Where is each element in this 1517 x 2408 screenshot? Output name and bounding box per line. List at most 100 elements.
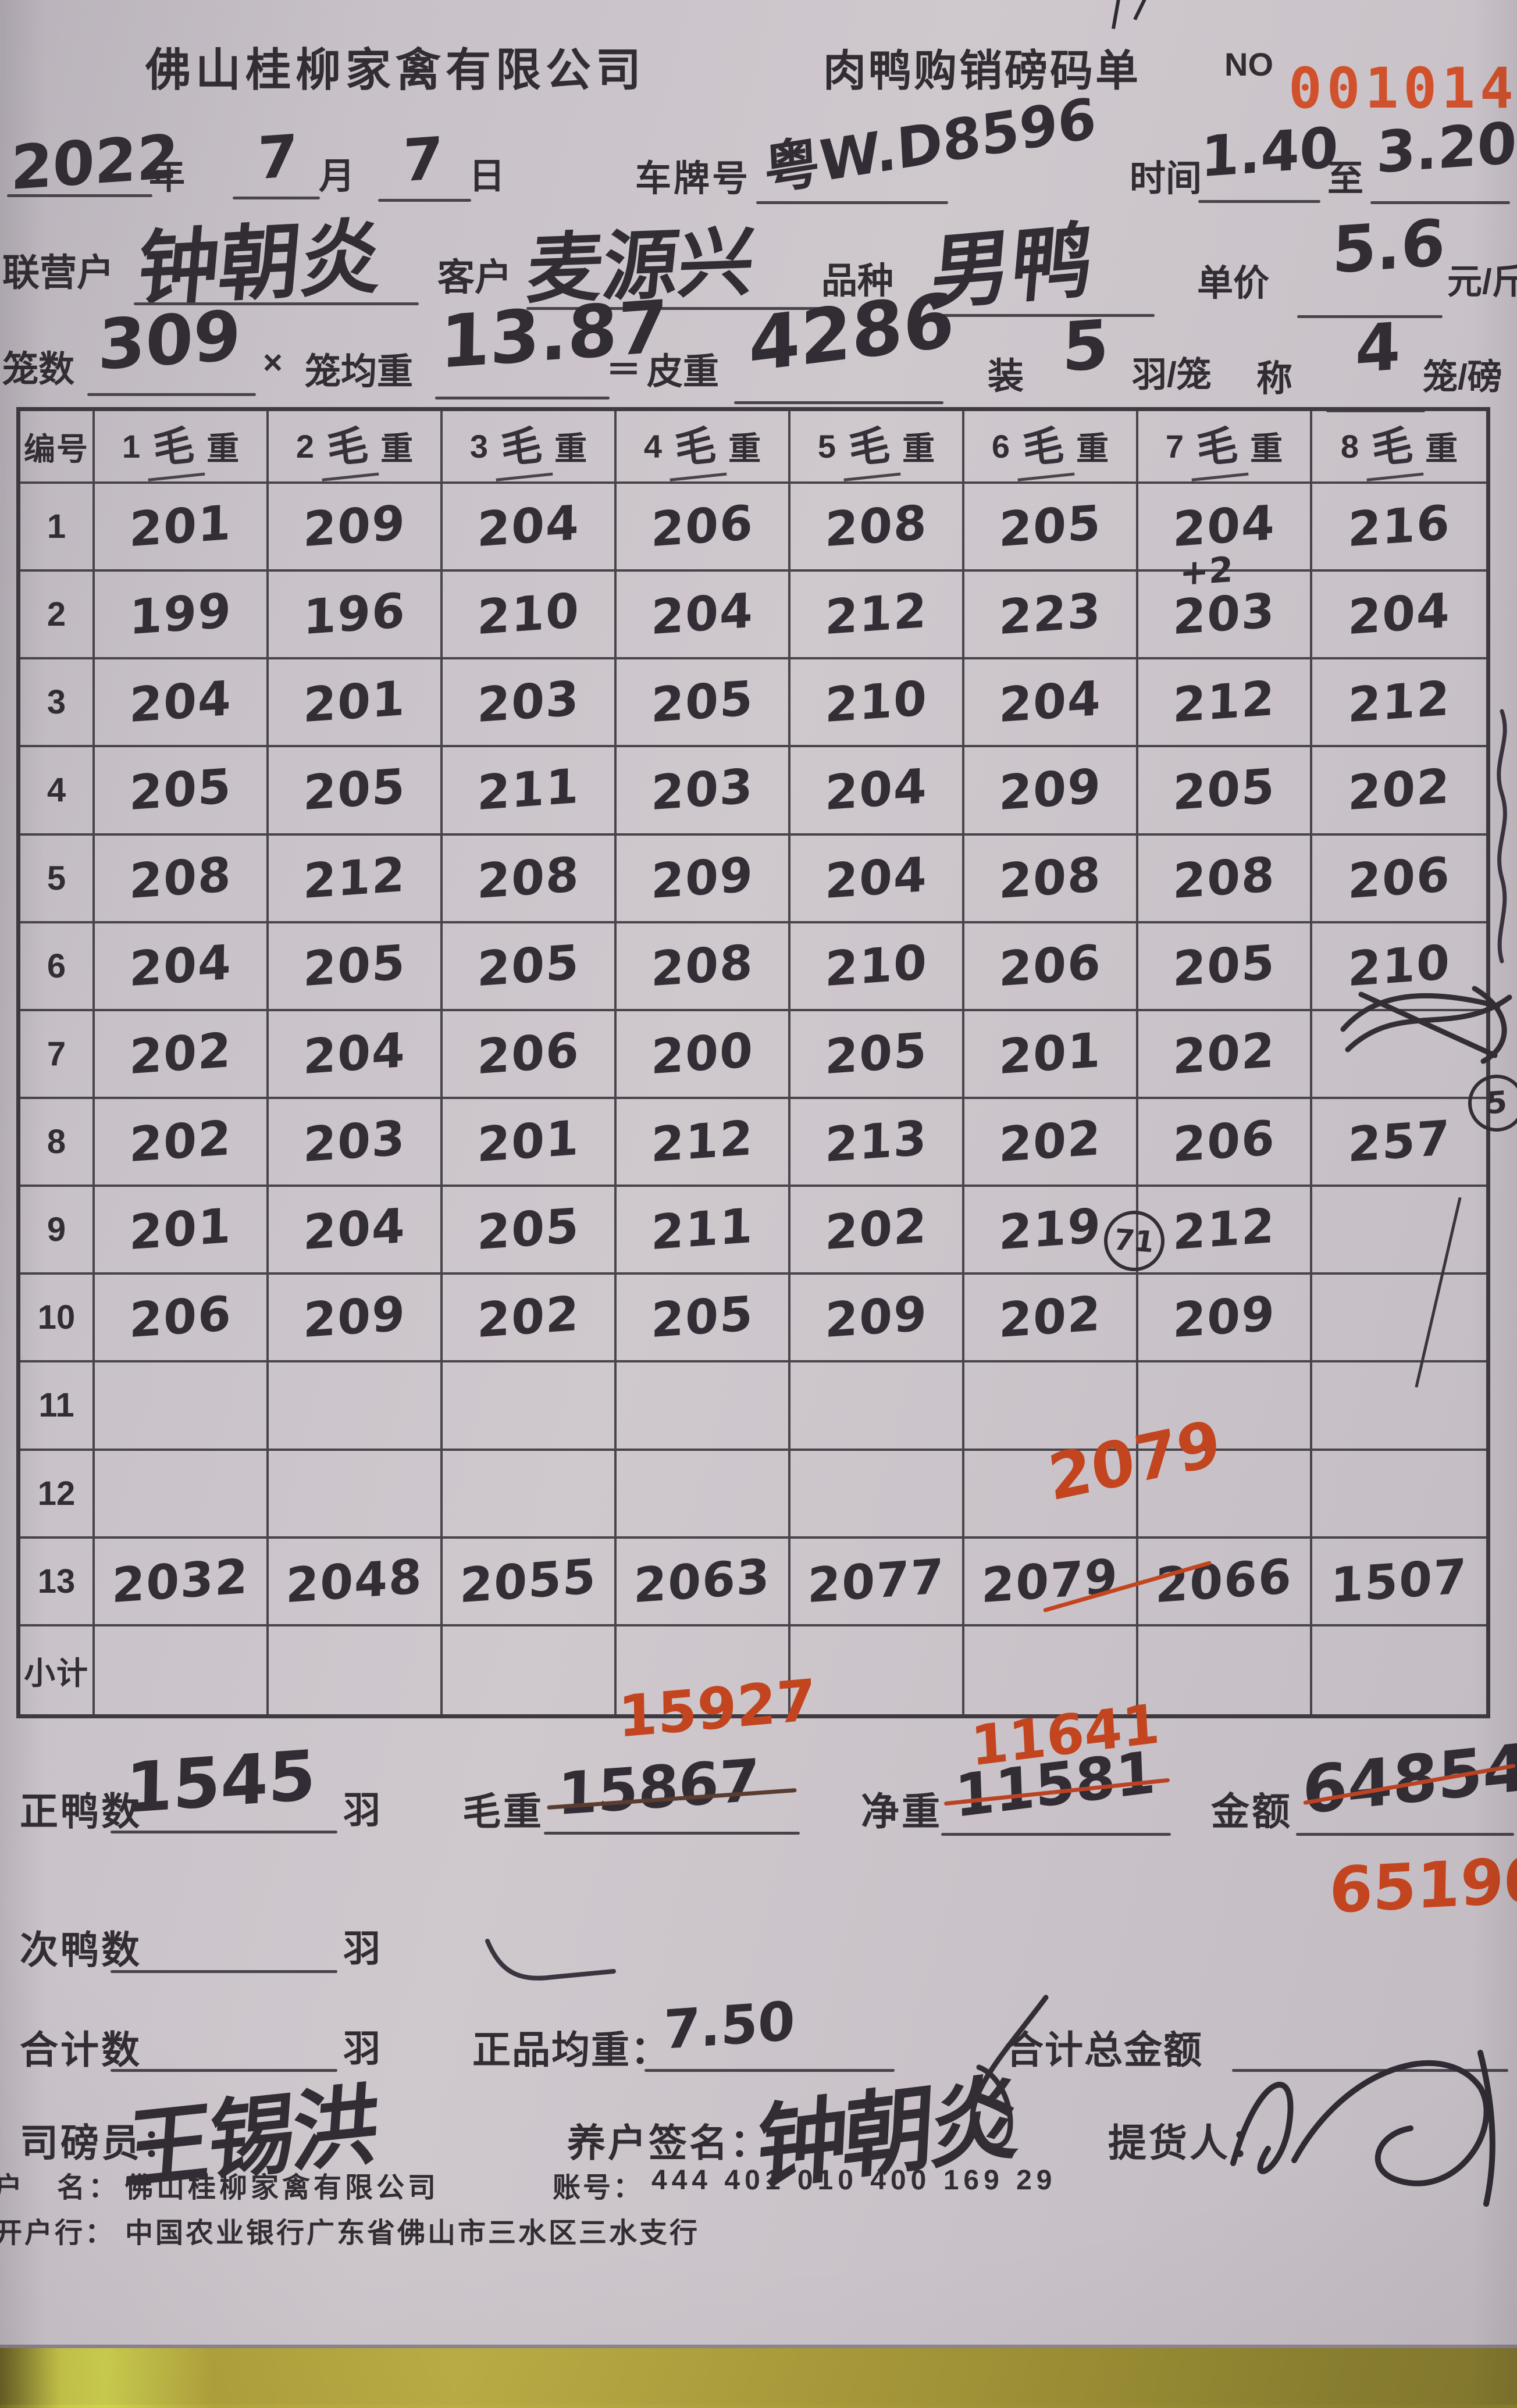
weigher-label: 司磅员： — [20, 2121, 183, 2164]
weight-cell: 2079 — [964, 1538, 1138, 1626]
good-duck-count-value: 1545 — [124, 1735, 317, 1829]
weight-cell: 203 — [269, 1098, 443, 1187]
weight-cell: 204 — [964, 659, 1138, 748]
account-number-label: 账号： — [553, 2172, 644, 2203]
month-value: 7 — [257, 122, 298, 193]
good-duck-count-label: 正鸭数 — [20, 1790, 142, 1833]
weight-cell: 206 — [964, 923, 1138, 1011]
weight-cell: 202 — [95, 1098, 269, 1187]
desk-surface-strip — [0, 2345, 1517, 2408]
net-weight-label: 净重 — [861, 1790, 942, 1833]
farmer-signature-flourish — [970, 1995, 1049, 2149]
stray-pen-swoosh — [485, 1939, 616, 1981]
weight-cell: 2055 — [443, 1538, 617, 1626]
cage-avg-label: 笼均重 — [305, 352, 414, 392]
plus-two-correction: +2 — [1179, 549, 1234, 594]
subtotal-cell — [443, 1626, 617, 1714]
circled-5-note: 5 — [1468, 1075, 1517, 1132]
weight-cell-slashed — [1312, 1187, 1486, 1275]
weight-cell: 201 — [269, 659, 443, 748]
weight-cell: 202 — [964, 1098, 1138, 1187]
weight-cell: 209 — [1138, 1275, 1312, 1363]
bank-value: 中国农业银行广东省佛山市三水区三水支行 — [125, 2218, 700, 2249]
row-number: 3 — [20, 659, 95, 748]
partner-label: 联营户 — [2, 252, 114, 294]
weight-cell: 199 — [95, 572, 269, 660]
table-corner-label: 编号 — [20, 411, 95, 484]
day-label: 日 — [469, 156, 505, 197]
weight-cell: 208 — [790, 484, 964, 572]
weight-cell: 206 — [95, 1275, 269, 1363]
weight-cell: 204 — [443, 484, 617, 572]
red-corrected-amount: 65190 — [1329, 1843, 1517, 1928]
weight-cell: 2032 — [95, 1538, 269, 1626]
row-number: 6 — [20, 923, 95, 1011]
row-number: 1 — [20, 484, 95, 572]
weight-cell: 208 — [95, 835, 269, 923]
avg-weight-value: 7.50 — [663, 1989, 796, 2062]
time-to: 3.20 — [1376, 110, 1517, 187]
weight-cell: 212 — [617, 1098, 790, 1187]
gross-weight-label: 毛重 — [462, 1790, 544, 1833]
subtotal-cell — [964, 1626, 1138, 1714]
price-value: 5.6 — [1331, 205, 1446, 288]
weight-cell: 206 — [617, 484, 790, 572]
gross-weight-crossed: 15867 — [557, 1746, 760, 1829]
to-label: 至 — [1327, 159, 1364, 199]
margin-vertical-note — [1497, 709, 1507, 964]
weight-cell — [1312, 1275, 1486, 1363]
row-number: 10 — [20, 1275, 95, 1363]
weight-cell: 203 — [443, 659, 617, 748]
weight-cell: 2066 — [1138, 1538, 1312, 1626]
weight-cell: 208 — [1138, 835, 1312, 923]
weight-cell: 257 — [1312, 1099, 1486, 1187]
row-number: 5 — [20, 835, 95, 923]
weight-cell — [1312, 1362, 1486, 1451]
row-number: 11 — [20, 1362, 95, 1451]
weight-cell: 208 — [964, 835, 1138, 923]
unit-feather-1: 羽 — [343, 1789, 380, 1831]
weight-cell: 213 — [790, 1098, 964, 1187]
weight-cell — [269, 1450, 443, 1539]
weight-cell: 196 — [269, 572, 443, 660]
weigh-value: 4 — [1354, 309, 1401, 388]
row-number: 13 — [20, 1538, 95, 1626]
weight-cell — [95, 1450, 269, 1539]
unit-feather-2: 羽 — [343, 1928, 380, 1970]
row-number: 9 — [20, 1187, 95, 1275]
weight-cell: 205 — [964, 484, 1138, 572]
amount-crossed: 64854 — [1302, 1729, 1517, 1829]
weight-cell — [790, 1450, 964, 1539]
breed-label: 品种 — [821, 261, 894, 301]
subtotal-cell — [1138, 1626, 1312, 1714]
weight-cell: 204 — [95, 659, 269, 748]
weight-cell — [790, 1362, 964, 1451]
farmer-signature-label: 养户签名： — [567, 2121, 771, 2164]
weight-cell: 203 — [617, 747, 790, 836]
weight-cell: 204 — [269, 1187, 443, 1275]
total-amount-label: 合计总金额 — [1005, 2028, 1203, 2071]
weight-cell: 204 — [269, 1011, 443, 1099]
cull-duck-count-label: 次鸭数 — [20, 1928, 142, 1971]
row-number: 12 — [20, 1450, 95, 1539]
scribbled-out-entry — [1340, 986, 1512, 1064]
weight-cell: 208 — [443, 835, 617, 923]
handwritten-gross-char: 毛 — [663, 411, 727, 481]
weight-cell-scribbled — [1312, 1011, 1486, 1099]
cage-label: 笼数 — [2, 349, 75, 390]
weight-cell — [95, 1362, 269, 1451]
weight-cell: 205 — [443, 923, 617, 1011]
weight-cell: 209 — [964, 747, 1138, 836]
handwritten-gross-char: 毛 — [315, 411, 379, 481]
tare-value: 4286 — [749, 276, 955, 390]
weigh-unit: 笼/磅 — [1423, 358, 1502, 397]
weight-cell: 212 — [1138, 1187, 1312, 1275]
subtotal-cell — [1312, 1626, 1486, 1714]
